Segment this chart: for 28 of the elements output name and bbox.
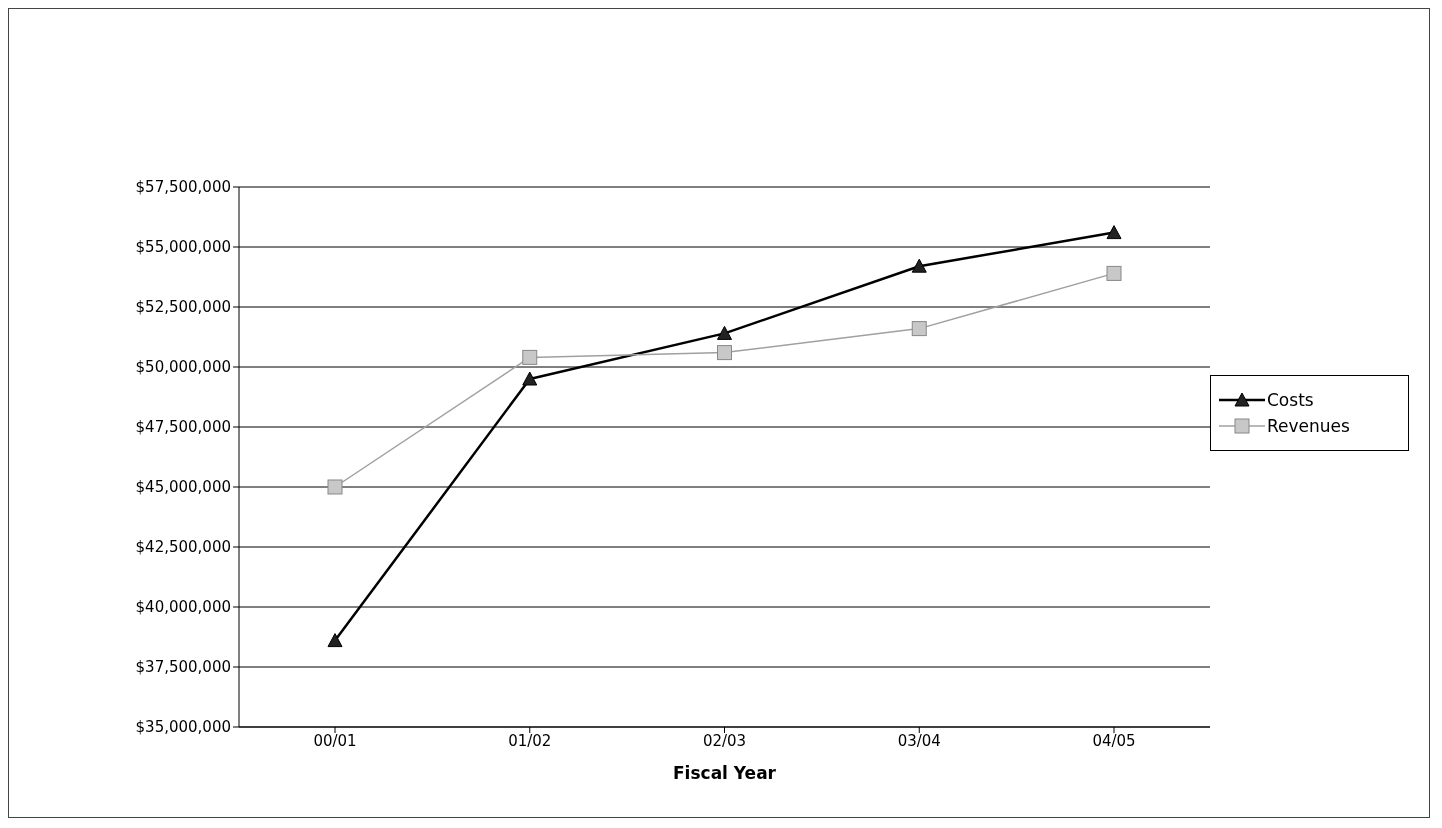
point xyxy=(911,321,927,337)
legend-label: Revenues xyxy=(1267,416,1350,436)
x-tick-label: 01/02 xyxy=(508,731,552,750)
x-axis-title: Fiscal Year xyxy=(673,763,777,783)
point xyxy=(327,633,343,648)
y-tick-label: $37,500,000 xyxy=(135,658,231,677)
y-tick-label: $55,000,000 xyxy=(135,238,231,257)
x-tick-label: 04/05 xyxy=(1092,731,1136,750)
y-tick-label: $52,500,000 xyxy=(135,298,231,317)
y-tick-label: $42,500,000 xyxy=(135,538,231,557)
point xyxy=(717,325,732,340)
y-tick-label: $50,000,000 xyxy=(135,358,231,377)
y-tick-label: $40,000,000 xyxy=(135,598,231,617)
x-tick-label: 03/04 xyxy=(897,731,941,750)
point xyxy=(1106,265,1122,281)
y-tick-label: $57,500,000 xyxy=(135,178,231,197)
legend-label: Costs xyxy=(1267,390,1314,410)
point xyxy=(522,371,538,386)
y-tick-label: $45,000,000 xyxy=(135,478,231,497)
y-tick-label: $47,500,000 xyxy=(135,418,231,437)
point xyxy=(327,479,343,495)
point xyxy=(1106,225,1122,240)
point xyxy=(717,345,732,361)
x-tick-label: 00/01 xyxy=(313,731,357,750)
y-tick-label: $35,000,000 xyxy=(135,718,231,737)
point xyxy=(911,258,927,273)
x-tick-label: 02/03 xyxy=(702,731,747,750)
point xyxy=(522,349,538,365)
